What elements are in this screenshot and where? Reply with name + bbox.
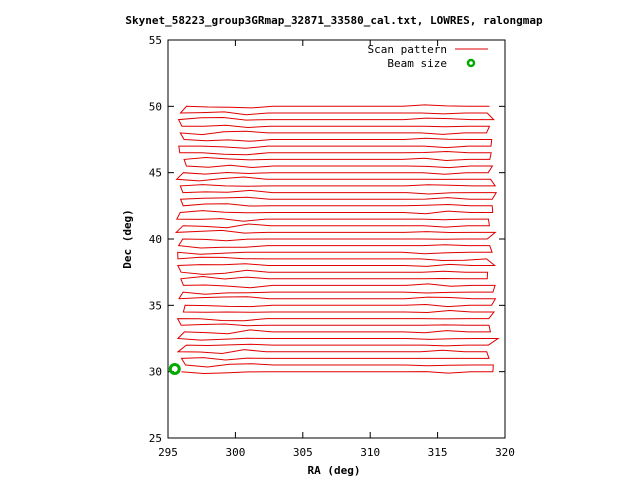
x-tick-label: 300 — [225, 446, 245, 459]
y-tick-label: 40 — [149, 233, 162, 246]
scan-pattern-line — [174, 104, 500, 375]
y-tick-label: 45 — [149, 167, 162, 180]
y-tick-label: 25 — [149, 432, 162, 445]
legend-label-scan-pattern: Scan pattern — [368, 43, 447, 56]
y-axis: 25 30 35 40 45 50 55 — [149, 34, 505, 445]
y-tick-label: 55 — [149, 34, 162, 47]
beam-size-marker — [168, 363, 181, 376]
legend: Scan pattern Beam size — [368, 43, 488, 70]
x-axis: 295 300 305 310 315 320 — [158, 40, 515, 459]
x-axis-label: RA (deg) — [308, 464, 361, 477]
chart-title: Skynet_58223_group3GRmap_32871_33580_cal… — [125, 14, 543, 27]
x-tick-label: 310 — [360, 446, 380, 459]
x-tick-label: 315 — [428, 446, 448, 459]
y-tick-label: 35 — [149, 299, 162, 312]
scan-pattern-series — [174, 104, 500, 375]
beam-size-series — [168, 363, 181, 376]
x-tick-label: 320 — [495, 446, 515, 459]
y-axis-label: Dec (deg) — [121, 209, 134, 269]
legend-label-beam-size: Beam size — [387, 57, 447, 70]
x-tick-label: 305 — [293, 446, 313, 459]
y-tick-label: 30 — [149, 366, 162, 379]
y-tick-label: 50 — [149, 100, 162, 113]
legend-swatch-beam-size — [466, 58, 476, 68]
x-tick-label: 295 — [158, 446, 178, 459]
